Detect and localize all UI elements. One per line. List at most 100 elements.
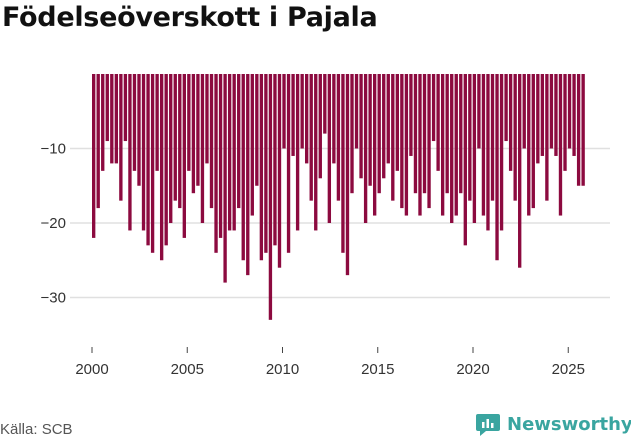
bar xyxy=(291,74,295,156)
bar xyxy=(572,74,576,156)
bar xyxy=(128,74,132,231)
bar xyxy=(377,74,381,194)
bar xyxy=(504,74,508,142)
bar xyxy=(119,74,123,201)
bar xyxy=(309,74,313,201)
bar xyxy=(178,74,182,209)
bar xyxy=(132,74,137,171)
bar xyxy=(282,74,286,149)
bar xyxy=(436,74,440,171)
bar xyxy=(400,74,404,209)
bar xyxy=(164,74,168,246)
bar xyxy=(141,74,146,231)
bar xyxy=(336,74,341,201)
bar xyxy=(173,74,177,201)
brand-logo[interactable]: Newsworthy xyxy=(475,408,631,440)
bar xyxy=(440,74,445,216)
x-tick-label: 2010 xyxy=(266,361,299,378)
y-tick-label: −20 xyxy=(41,215,66,232)
bar xyxy=(499,74,504,231)
bar xyxy=(286,74,291,253)
bar xyxy=(137,74,141,186)
bar-series xyxy=(92,74,585,320)
bar xyxy=(209,74,214,209)
bar xyxy=(187,74,191,171)
bar xyxy=(531,74,535,209)
page-title: Födelseöverskott i Pajala xyxy=(2,2,378,33)
bar xyxy=(490,74,495,201)
bar xyxy=(155,74,159,171)
bar xyxy=(576,74,581,186)
source-note: Källa: SCB xyxy=(0,421,73,438)
newsworthy-logo-icon xyxy=(476,414,500,436)
bar xyxy=(241,74,245,261)
bar xyxy=(92,74,96,238)
bar xyxy=(227,74,232,231)
bar xyxy=(459,74,463,194)
bar xyxy=(327,74,332,223)
bar xyxy=(472,74,477,223)
bar xyxy=(540,74,545,156)
bar xyxy=(110,74,114,164)
bar xyxy=(391,74,395,201)
bar xyxy=(277,74,282,268)
bar xyxy=(150,74,155,253)
x-tick-label: 2015 xyxy=(361,361,394,378)
x-tick-label: 2000 xyxy=(75,361,108,378)
bar xyxy=(314,74,318,231)
y-tick-label: −30 xyxy=(41,290,66,307)
bar xyxy=(105,74,109,142)
x-tick-label: 2005 xyxy=(171,361,204,378)
bar xyxy=(191,74,196,194)
bar xyxy=(477,74,481,149)
bar xyxy=(218,74,223,238)
bar xyxy=(101,74,105,171)
bar xyxy=(522,74,526,149)
bar xyxy=(563,74,567,171)
bar xyxy=(481,74,486,216)
bar xyxy=(386,74,390,164)
bar xyxy=(354,74,359,149)
bar xyxy=(422,74,427,194)
bar xyxy=(223,74,227,283)
bar xyxy=(214,74,218,253)
bar xyxy=(445,74,449,194)
bar xyxy=(146,74,150,246)
bar xyxy=(368,74,372,186)
bar xyxy=(232,74,236,231)
bar xyxy=(404,74,409,216)
bar xyxy=(545,74,549,201)
bar xyxy=(468,74,472,201)
y-tick-label: −10 xyxy=(41,141,66,158)
bar xyxy=(264,74,268,253)
brand-name: Newsworthy xyxy=(507,413,631,435)
bar xyxy=(359,74,363,179)
bar xyxy=(268,74,273,320)
bar xyxy=(372,74,377,216)
x-axis: 2000 2005 2010 2015 2020 2025 xyxy=(75,347,585,378)
bar xyxy=(549,74,554,149)
bar xyxy=(413,74,418,194)
bar xyxy=(486,74,490,231)
bar xyxy=(323,74,327,134)
bar xyxy=(454,74,458,216)
bar xyxy=(395,74,399,171)
bar xyxy=(169,74,173,223)
bar xyxy=(345,74,350,276)
bar xyxy=(463,74,467,246)
bar xyxy=(114,74,119,164)
bar xyxy=(450,74,454,223)
bar xyxy=(536,74,540,164)
bar xyxy=(581,74,585,186)
bar xyxy=(182,74,186,238)
bar xyxy=(431,74,436,142)
bar xyxy=(295,74,300,231)
bar xyxy=(382,74,386,179)
y-axis: −10 −20 −30 xyxy=(41,141,66,307)
bar xyxy=(518,74,522,268)
bar xyxy=(495,74,499,261)
bar xyxy=(96,74,100,209)
bar xyxy=(558,74,563,216)
bar xyxy=(246,74,250,276)
x-tick-label: 2025 xyxy=(552,361,585,378)
